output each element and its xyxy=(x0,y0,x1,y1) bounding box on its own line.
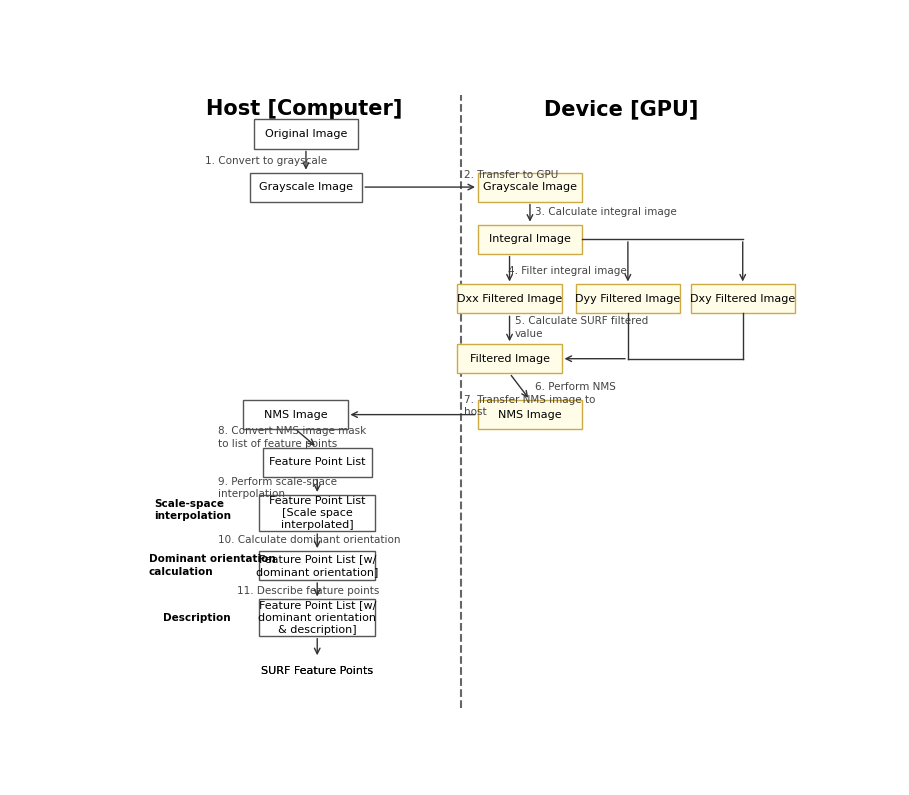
Text: 2. Transfer to GPU: 2. Transfer to GPU xyxy=(464,170,559,180)
FancyBboxPatch shape xyxy=(259,551,375,580)
Text: Grayscale Image: Grayscale Image xyxy=(259,182,353,192)
FancyBboxPatch shape xyxy=(250,173,363,202)
Text: Filtered Image: Filtered Image xyxy=(470,354,550,363)
Text: Feature Point List: Feature Point List xyxy=(269,457,365,467)
Text: 9. Perform scale-space
interpolation: 9. Perform scale-space interpolation xyxy=(218,477,337,499)
Text: Host [Computer]: Host [Computer] xyxy=(205,99,402,119)
Text: Dominant orientation
calculation: Dominant orientation calculation xyxy=(149,554,275,576)
Text: NMS Image: NMS Image xyxy=(264,409,327,420)
Text: 10. Calculate dominant orientation: 10. Calculate dominant orientation xyxy=(218,535,400,545)
Text: Device [GPU]: Device [GPU] xyxy=(544,99,698,119)
Text: 8. Convert NMS image mask
to list of feature points: 8. Convert NMS image mask to list of fea… xyxy=(218,426,366,448)
Text: Feature Point List
[Scale space
interpolated]: Feature Point List [Scale space interpol… xyxy=(269,495,365,530)
Text: 3. Calculate integral image: 3. Calculate integral image xyxy=(534,207,676,217)
Text: Original Image: Original Image xyxy=(265,129,347,139)
Text: NMS Image: NMS Image xyxy=(498,409,562,420)
FancyBboxPatch shape xyxy=(478,224,582,254)
Text: Dxx Filtered Image: Dxx Filtered Image xyxy=(457,294,562,304)
Text: Description: Description xyxy=(163,612,231,622)
Text: 5. Calculate SURF filtered
value: 5. Calculate SURF filtered value xyxy=(515,316,648,339)
FancyBboxPatch shape xyxy=(575,285,680,313)
Text: Scale-space
interpolation: Scale-space interpolation xyxy=(155,499,232,522)
FancyBboxPatch shape xyxy=(457,344,562,373)
Text: 4. Filter integral image: 4. Filter integral image xyxy=(508,266,627,276)
Text: SURF Feature Points: SURF Feature Points xyxy=(261,665,374,676)
Text: Dyy Filtered Image: Dyy Filtered Image xyxy=(575,294,681,304)
Text: Feature Point List [w/
dominant orientation
& description]: Feature Point List [w/ dominant orientat… xyxy=(258,600,376,635)
Text: Dxy Filtered Image: Dxy Filtered Image xyxy=(690,294,795,304)
FancyBboxPatch shape xyxy=(263,448,372,477)
FancyBboxPatch shape xyxy=(478,400,582,429)
FancyBboxPatch shape xyxy=(244,400,347,429)
FancyBboxPatch shape xyxy=(254,119,358,149)
Text: Feature Point List [w/
dominant orientation]: Feature Point List [w/ dominant orientat… xyxy=(256,554,378,576)
Text: SURF Feature Points: SURF Feature Points xyxy=(261,665,374,676)
FancyBboxPatch shape xyxy=(259,494,375,531)
Text: 11. Describe feature points: 11. Describe feature points xyxy=(237,586,379,596)
FancyBboxPatch shape xyxy=(691,285,794,313)
Text: 6. Perform NMS: 6. Perform NMS xyxy=(534,382,615,392)
FancyBboxPatch shape xyxy=(259,599,375,636)
Text: 1. Convert to grayscale: 1. Convert to grayscale xyxy=(205,156,327,166)
FancyBboxPatch shape xyxy=(457,285,562,313)
FancyBboxPatch shape xyxy=(478,173,582,202)
Text: 7. Transfer NMS image to
host: 7. Transfer NMS image to host xyxy=(464,395,595,417)
Text: Grayscale Image: Grayscale Image xyxy=(483,182,577,192)
Text: Integral Image: Integral Image xyxy=(489,234,571,244)
